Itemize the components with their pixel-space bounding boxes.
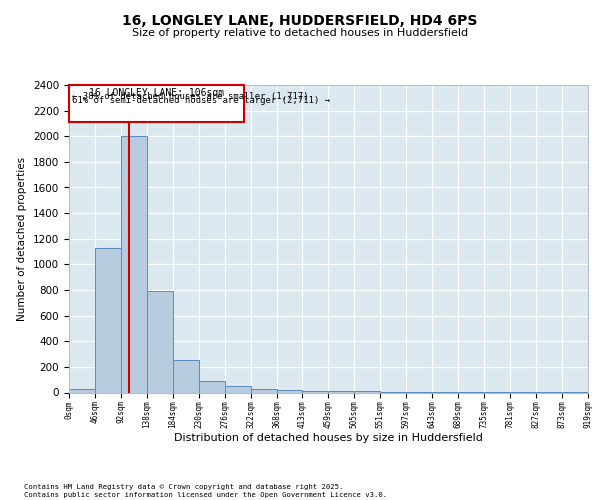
Text: Contains HM Land Registry data © Crown copyright and database right 2025.
Contai: Contains HM Land Registry data © Crown c…	[24, 484, 387, 498]
Bar	[173, 360, 199, 392]
Text: 16, LONGLEY LANE, HUDDERSFIELD, HD4 6PS: 16, LONGLEY LANE, HUDDERSFIELD, HD4 6PS	[122, 14, 478, 28]
Bar	[95, 248, 121, 392]
Text: 61% of semi-detached houses are larger (2,711) →: 61% of semi-detached houses are larger (…	[73, 96, 331, 106]
Bar	[69, 388, 95, 392]
Bar	[277, 390, 302, 392]
Y-axis label: Number of detached properties: Number of detached properties	[17, 156, 28, 321]
Bar	[225, 386, 251, 392]
Bar	[69, 85, 244, 122]
Text: ← 38% of detached houses are smaller (1,717): ← 38% of detached houses are smaller (1,…	[73, 92, 309, 101]
Text: 16 LONGLEY LANE: 106sqm: 16 LONGLEY LANE: 106sqm	[89, 88, 224, 98]
Bar	[199, 381, 225, 392]
Text: Size of property relative to detached houses in Huddersfield: Size of property relative to detached ho…	[132, 28, 468, 38]
Bar	[328, 391, 354, 392]
Bar	[121, 136, 147, 392]
Bar	[302, 390, 328, 392]
Bar	[147, 292, 173, 392]
Bar	[251, 388, 277, 392]
X-axis label: Distribution of detached houses by size in Huddersfield: Distribution of detached houses by size …	[174, 434, 483, 444]
